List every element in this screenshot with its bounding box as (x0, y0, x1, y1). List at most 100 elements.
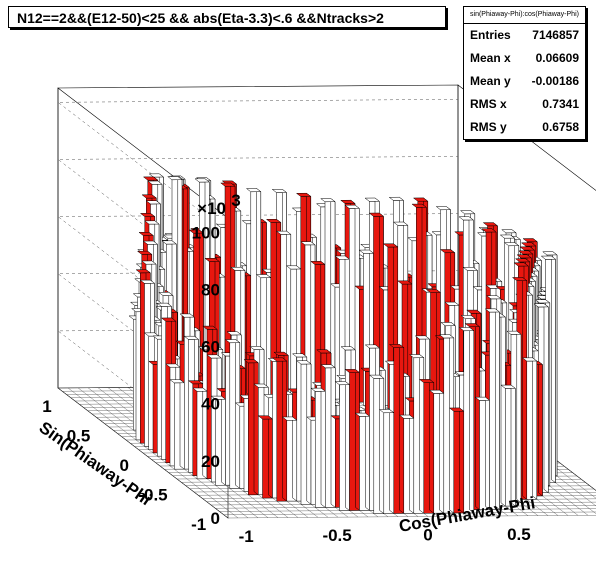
bar-side (235, 339, 241, 489)
bar-top (520, 242, 537, 247)
bar-top (517, 250, 534, 255)
bar-top (320, 198, 336, 203)
bar-top (139, 279, 156, 284)
y-tick-label: 0 (120, 456, 129, 475)
bar-top (522, 238, 539, 243)
bar-side (469, 326, 475, 514)
z-exponent-power: 3 (231, 191, 240, 210)
bar-side (419, 354, 425, 514)
stats-box: sin(Phiaway-Phi):cos(Phiaway-Phi) Entrie… (463, 6, 586, 140)
bar-top (501, 229, 517, 234)
bar-top (334, 255, 351, 260)
bar-top (161, 240, 178, 245)
bar-top (316, 349, 332, 354)
bar-side (292, 416, 298, 502)
bar-top (139, 213, 156, 217)
x-tick-label: -1 (239, 527, 254, 546)
bar-top (281, 416, 298, 421)
bar-top (206, 354, 223, 359)
bar-top (474, 396, 491, 401)
bar-top (249, 346, 265, 350)
bar-side (439, 389, 445, 514)
bar-top (169, 379, 186, 384)
bar-side (399, 343, 405, 514)
bar-side (320, 387, 326, 508)
bar-top (506, 330, 522, 335)
stats-value: -0.00186 (531, 74, 579, 88)
stats-label: Entries (470, 28, 511, 42)
bar-top (142, 240, 159, 245)
bar-top (382, 243, 399, 248)
z-grid-line (57, 99, 459, 233)
bar-top (435, 206, 452, 211)
bar-top (340, 199, 356, 204)
bar-top (167, 176, 183, 181)
bar-top (368, 374, 385, 379)
bar-top (144, 220, 160, 225)
bar-top (481, 228, 497, 233)
z-tick-label: 100 (192, 223, 220, 242)
bar-top (296, 360, 312, 365)
bar-top (438, 334, 455, 339)
stats-value: 0.6758 (542, 120, 579, 134)
bar-top (503, 242, 520, 247)
bar-top (344, 204, 361, 209)
bar-top (392, 221, 409, 226)
stats-header: sin(Phiaway-Phi):cos(Phiaway-Phi) (464, 7, 585, 24)
bar-top (521, 357, 538, 362)
bar-side (449, 334, 455, 514)
bar-top (226, 331, 243, 336)
bar-top (158, 292, 174, 296)
bar-top (397, 280, 413, 285)
bar-top (291, 353, 308, 358)
bar-top (136, 250, 153, 255)
bar-top (310, 387, 327, 392)
bar-top (340, 346, 357, 351)
y-tick-label: 0.5 (67, 426, 91, 445)
z-tick-label: 20 (201, 452, 220, 471)
bar-top (300, 241, 316, 246)
bar-top (253, 383, 270, 388)
bar-top (141, 194, 158, 199)
bar-side (282, 357, 288, 502)
bar-top (458, 327, 475, 332)
bar-side (409, 414, 415, 514)
bar-top (459, 210, 476, 215)
bar-side (221, 395, 226, 486)
bar-top (243, 359, 260, 364)
bar-side (253, 358, 259, 496)
bar-side (306, 360, 312, 505)
z-grid-line (57, 156, 459, 290)
bar-top (295, 192, 312, 197)
bar-side (379, 374, 385, 515)
bar-top (194, 178, 211, 183)
bar-side (516, 330, 522, 504)
bar-side (459, 407, 465, 514)
bar-top (271, 189, 288, 193)
bar-side (266, 274, 272, 397)
bar-top (358, 249, 375, 254)
bar-top (354, 412, 371, 417)
bar-top (425, 289, 442, 293)
bar-side (532, 357, 538, 500)
bar-top (412, 197, 429, 202)
bar-top (179, 313, 196, 318)
bar-top (164, 363, 181, 368)
bar-top (285, 265, 302, 270)
bar-top (388, 344, 405, 348)
bar-top (147, 180, 163, 185)
bar-top (378, 409, 395, 414)
bar-top (482, 222, 499, 227)
z-exponent-label: ×10 (197, 199, 226, 218)
bar-top (500, 384, 517, 389)
bar-side (345, 380, 350, 512)
bar-top (519, 246, 536, 251)
bar-top (418, 379, 435, 383)
bar-side (538, 360, 543, 497)
bar-top (534, 299, 551, 304)
bar-top (257, 415, 274, 420)
stats-row-rms-y: RMS y 0.6758 (464, 116, 585, 139)
y-tick-label: -0.5 (138, 486, 167, 505)
stats-label: RMS x (470, 97, 507, 111)
